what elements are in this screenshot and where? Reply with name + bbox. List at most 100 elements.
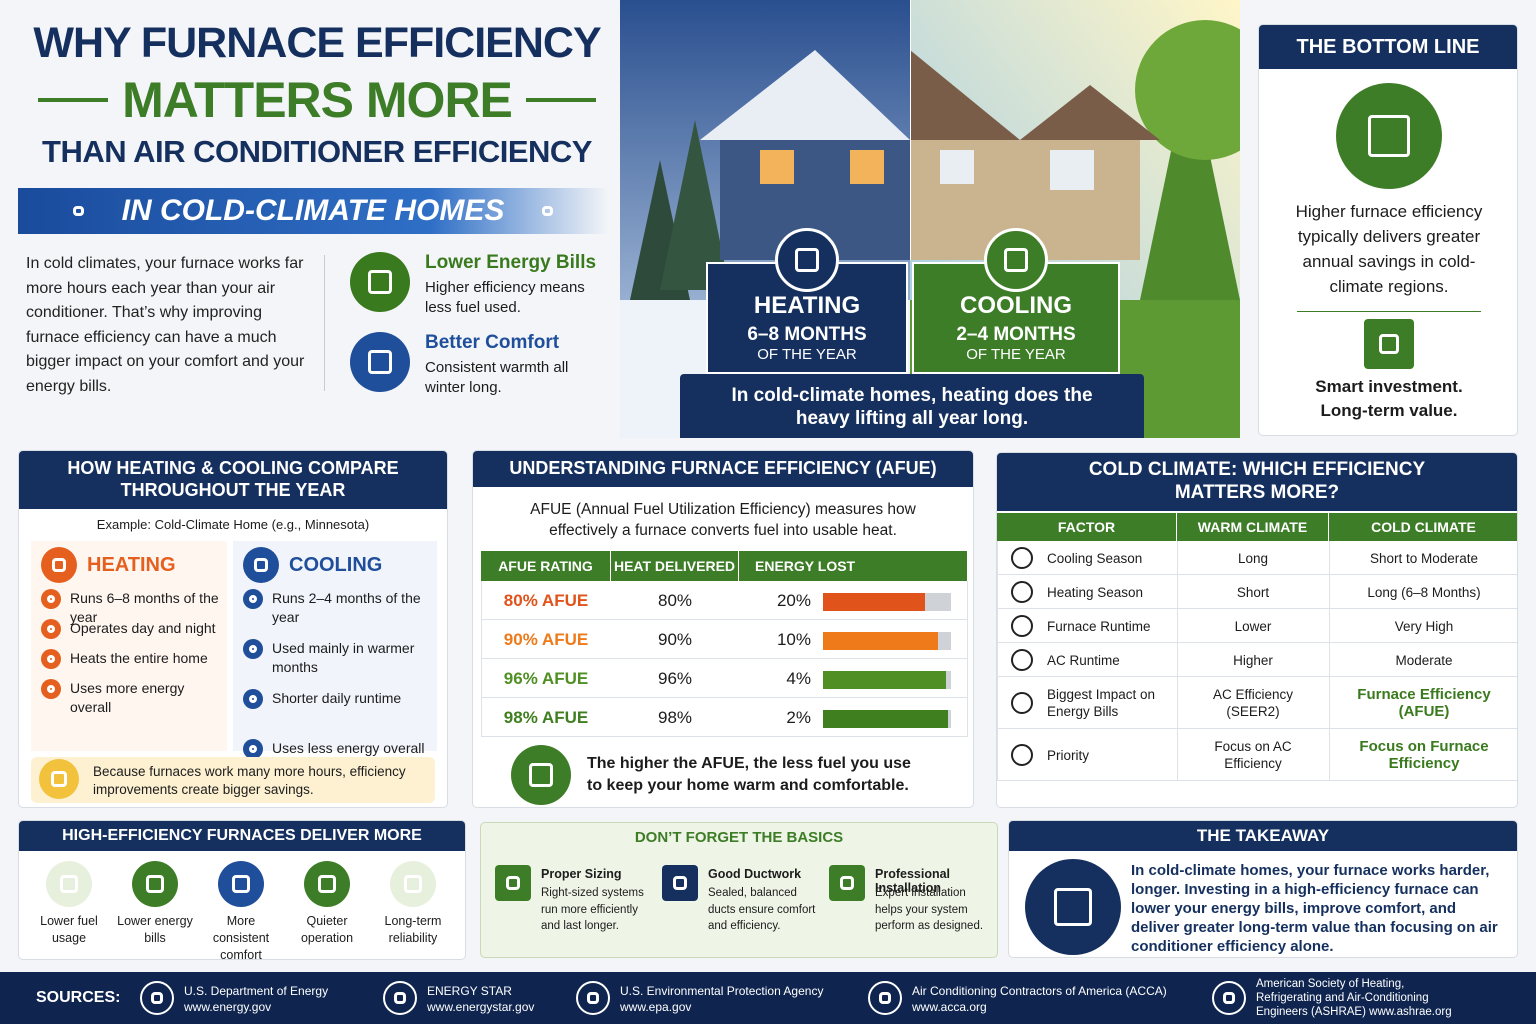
factor-icon — [1011, 692, 1033, 714]
basic-title: Good Ductwork — [708, 867, 802, 881]
feature-label: Lower energy bills — [117, 914, 193, 945]
intro-text: In cold climates, your furnace works far… — [26, 255, 305, 395]
season-duration: 2–4 MONTHS — [956, 324, 1076, 345]
bar-track — [823, 632, 951, 650]
icon-glyph — [47, 685, 55, 693]
icon-glyph — [672, 875, 688, 891]
cell-border — [1329, 609, 1330, 643]
check-icon — [243, 739, 263, 759]
table-row — [481, 698, 968, 737]
heating-icon — [41, 547, 77, 583]
basic-text: Expert installation helps your system pe… — [875, 887, 984, 932]
icon-glyph — [231, 874, 251, 894]
source-url: www.epa.gov — [620, 1000, 692, 1014]
source-name: American Society of Heating, Refrigerati… — [1256, 978, 1429, 1018]
icon-glyph — [73, 205, 84, 217]
source-logo — [576, 981, 610, 1015]
source-name: U.S. Department of Energy — [184, 984, 329, 998]
check-icon — [41, 649, 61, 669]
benefit-text: Higher efficiency means less fuel used. — [425, 279, 585, 316]
icon-glyph — [1018, 554, 1026, 562]
heat-delivered: 98% — [657, 708, 693, 727]
table-cell: Short to Moderate — [1369, 550, 1479, 566]
table-cell: AC Efficiency (SEER2) — [1212, 687, 1294, 719]
bottom-line-card: THE BOTTOM LINE Higher furnace efficiency… — [1258, 24, 1518, 436]
factor-icon — [1011, 581, 1033, 603]
growth-chart-icon — [1364, 319, 1414, 369]
table-cell: Priority — [1047, 747, 1090, 763]
title-line: WHY FURNACE EFFICIENCY — [33, 19, 601, 67]
afue-rating: 90% AFUE — [503, 630, 589, 649]
basic-icon — [662, 865, 698, 901]
energy-lost: 10% — [776, 630, 811, 649]
icon-glyph — [249, 595, 257, 603]
feature-icon — [46, 861, 92, 907]
afue-card: UNDERSTANDING FURNACE EFFICIENCY (AFUE) A… — [472, 450, 974, 808]
table-header: FACTOR — [997, 513, 1177, 541]
feature-label: More consistent comfort — [212, 914, 270, 960]
basic-icon — [495, 865, 531, 901]
table-row — [481, 581, 968, 620]
table-cell: AC Runtime — [1047, 652, 1120, 668]
cell-border — [1177, 677, 1178, 729]
heating-column: HEATING Runs 6–8 months of the year Operat… — [31, 541, 227, 751]
table-cell: Biggest Impact on Energy Bills — [1047, 687, 1156, 719]
icon-glyph — [1018, 622, 1026, 630]
table-cell: Very High — [1394, 618, 1454, 634]
icon-glyph — [47, 655, 55, 663]
icon-glyph — [47, 625, 55, 633]
cell-border — [997, 729, 998, 781]
table-row — [481, 620, 968, 659]
icon-glyph — [47, 595, 55, 603]
icon-glyph — [253, 557, 269, 573]
basics-card: DON’T FORGET THE BASICS Proper Sizing Righ… — [480, 822, 998, 958]
list-item: Operates day and night — [70, 620, 216, 636]
column-title: HEATING — [87, 554, 176, 576]
card-title: DON’T FORGET THE BASICS — [634, 829, 844, 846]
table-cell: Lower — [1234, 618, 1272, 634]
basic-icon — [829, 865, 865, 901]
season-note: OF THE YEAR — [757, 346, 857, 363]
check-icon — [41, 679, 61, 699]
divider — [324, 255, 325, 391]
icon-glyph — [368, 350, 392, 374]
list-item: Heats the entire home — [70, 650, 208, 666]
feature-icon — [218, 861, 264, 907]
title-line: MATTERS MORE — [122, 72, 513, 128]
feature-label: Quieter operation — [300, 914, 354, 945]
rule — [525, 98, 596, 102]
takeaway-card: THE TAKEAWAY In cold-climate homes, your … — [1008, 820, 1518, 958]
afue-rating: 96% AFUE — [503, 669, 589, 688]
source-logo — [868, 981, 902, 1015]
icon-glyph — [795, 248, 819, 272]
bar-track — [823, 671, 951, 689]
cell-border — [1177, 575, 1178, 609]
feature-label: Long-term reliability — [384, 914, 442, 945]
table-cell: Short — [1236, 584, 1270, 600]
feature-icon — [304, 861, 350, 907]
cooling-icon — [243, 547, 279, 583]
list-item: Shorter daily runtime — [272, 690, 402, 706]
card-text: Higher furnace efficiency typically deli… — [1295, 202, 1483, 296]
icon-glyph — [403, 874, 423, 894]
season-duration: 6–8 MONTHS — [747, 324, 867, 345]
benefit-icon — [350, 332, 410, 392]
list-item: Uses less energy overall — [272, 740, 425, 756]
source: U.S. Department of Energy www.energy.gov — [184, 983, 354, 1015]
energy-lost: 2% — [786, 708, 811, 727]
table-row — [997, 643, 1517, 677]
compare-card: HOW HEATING & COOLING COMPARE THROUGHOUT… — [18, 450, 448, 808]
table-row — [997, 541, 1517, 575]
hero-caption: In cold-climate homes, heating does the … — [680, 374, 1144, 438]
card-title: COLD CLIMATE: WHICH EFFICIENCY MATTERS M… — [997, 453, 1517, 511]
check-icon — [41, 589, 61, 609]
snowflake-icon — [66, 198, 92, 224]
icon-glyph — [505, 875, 521, 891]
icon-glyph — [317, 874, 337, 894]
table-cell: Focus on AC Efficiency — [1214, 739, 1292, 771]
rule — [1297, 311, 1481, 312]
cell-border — [1329, 643, 1330, 677]
piggy-bank-icon — [1336, 83, 1442, 189]
energy-lost: 4% — [786, 669, 811, 688]
